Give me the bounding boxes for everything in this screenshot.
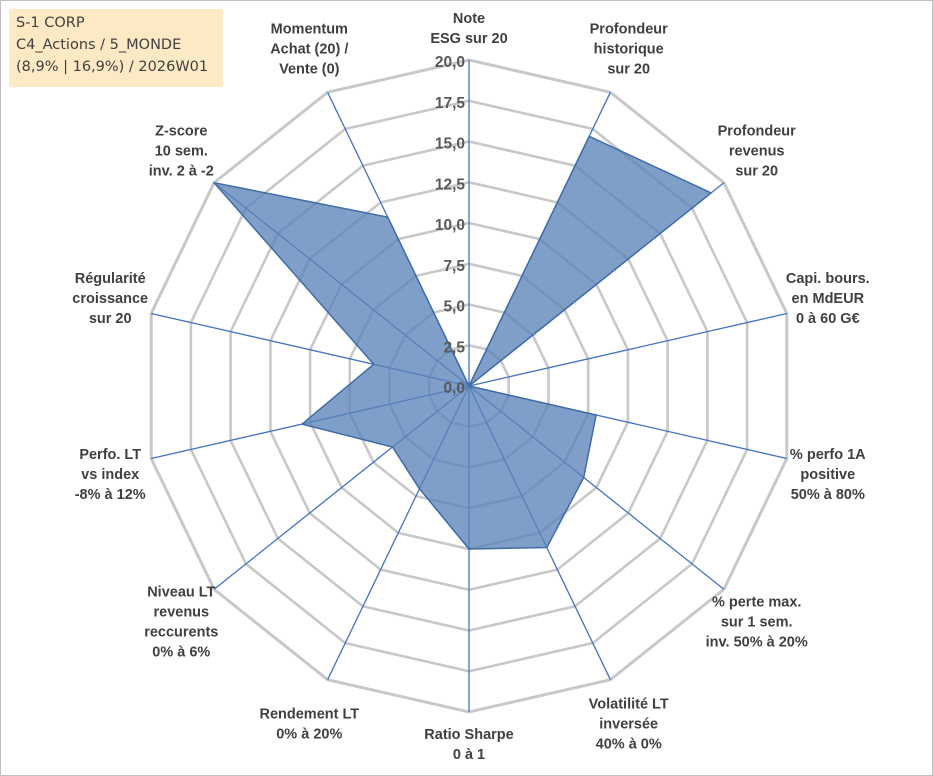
axis-label-line: 0 à 60 G€	[796, 311, 860, 327]
axis-label: Volatilité LT inversée 40% à 0%	[589, 697, 669, 753]
axis-label: Profondeur revenus sur 20	[718, 124, 796, 180]
axis-label: Profondeur historique sur 20	[590, 21, 668, 77]
axis-label: Capi. bours. en MdEUR 0 à 60 G€	[786, 271, 870, 327]
tick-label: 7,5	[443, 258, 465, 275]
axis-label-line: sur 20	[607, 61, 650, 77]
axis-label-line: revenus	[153, 604, 209, 620]
axis-label: Momentum Achat (20) / Vente (0)	[270, 21, 348, 77]
axis-label-line: vs index	[81, 467, 139, 483]
axis-label-line: Note	[453, 11, 485, 27]
axis-label-line: 0% à 6%	[152, 644, 210, 660]
axis-label-line: en MdEUR	[792, 291, 865, 307]
axis-label-line: % perfo 1A	[790, 447, 866, 463]
axis-label-line: Vente (0)	[279, 61, 340, 77]
tick-label: 12,5	[435, 176, 466, 193]
info-box: S-1 CORP C4_Actions / 5_MONDE (8,9% | 16…	[9, 9, 223, 87]
axis-label-line: revenus	[729, 144, 785, 160]
axis-label-line: Capi. bours.	[786, 271, 870, 287]
axis-label-line: Perfo. LT	[79, 447, 141, 463]
axis-label-line: 0 à 1	[453, 747, 485, 763]
axis-label-line: positive	[800, 467, 855, 483]
axis-label-line: 0% à 20%	[276, 727, 342, 743]
tick-layer: 0,0 2,5 5,0 7,5 10,0 12,5 15,0 17,5 20,0	[435, 54, 466, 397]
axis-label-line: 10 sem.	[155, 144, 208, 160]
axis-label-line: Profondeur	[718, 124, 796, 140]
info-line-1: S-1 CORP	[16, 15, 85, 31]
axis-label: Niveau LT revenus reccurents 0% à 6%	[144, 584, 218, 660]
axis-label: Perfo. LT vs index -8% à 12%	[75, 447, 146, 503]
axis-label-line: reccurents	[144, 624, 218, 640]
axis-label-line: -8% à 12%	[75, 487, 146, 503]
tick-label: 10,0	[435, 217, 465, 234]
axis-spoke	[468, 312, 787, 387]
axis-label-line: Achat (20) /	[270, 41, 348, 57]
tick-label: 0,0	[443, 380, 465, 397]
axis-label: Régularité croissance sur 20	[72, 271, 148, 327]
axis-label-line: sur 1 sem.	[721, 614, 793, 630]
axis-label-layer: Note ESG sur 20 Profondeur historique sur 20…	[72, 11, 869, 763]
axis-label-line: 40% à 0%	[596, 737, 662, 753]
axis-label-line: Régularité	[75, 271, 146, 287]
axis-label: % perfo 1A positive 50% à 80%	[790, 447, 866, 503]
axis-label-line: inv. 2 à -2	[149, 164, 214, 180]
axis-label: Rendement LT 0% à 20%	[259, 707, 359, 743]
axis-label-line: Profondeur	[590, 21, 668, 37]
tick-label: 15,0	[435, 136, 465, 153]
axis-label-line: inversée	[599, 717, 658, 733]
axis-label: Note ESG sur 20	[430, 11, 507, 47]
tick-label: 2,5	[443, 339, 465, 356]
axis-label-line: sur 20	[735, 164, 778, 180]
tick-label: 5,0	[443, 299, 465, 316]
info-line-3: (8,9% | 16,9%) / 2026W01	[16, 59, 209, 75]
axis-label-line: sur 20	[89, 311, 132, 327]
axis-label-line: ESG sur 20	[430, 31, 507, 47]
axis-label: Z-score 10 sem. inv. 2 à -2	[149, 124, 214, 180]
axis-label-line: Ratio Sharpe	[424, 727, 513, 743]
axis-label-line: Rendement LT	[259, 707, 359, 723]
axis-label-line: Z-score	[155, 124, 207, 140]
info-line-2: C4_Actions / 5_MONDE	[16, 37, 182, 53]
axis-label: % perte max. sur 1 sem. inv. 50% à 20%	[706, 594, 808, 650]
axis-label-line: historique	[594, 41, 664, 57]
axis-label-line: inv. 50% à 20%	[706, 634, 808, 650]
axis-label-line: Volatilité LT	[589, 697, 669, 713]
series-layer	[213, 135, 712, 550]
axis-label-line: 50% à 80%	[791, 487, 865, 503]
tick-label: 20,0	[435, 54, 465, 71]
axis-label-line: Niveau LT	[147, 584, 215, 600]
axis-label: Ratio Sharpe 0 à 1	[424, 727, 513, 763]
axis-label-line: Momentum	[271, 21, 348, 37]
axis-label-line: croissance	[72, 291, 148, 307]
axis-label-line: % perte max.	[712, 594, 801, 610]
tick-label: 17,5	[435, 95, 466, 112]
